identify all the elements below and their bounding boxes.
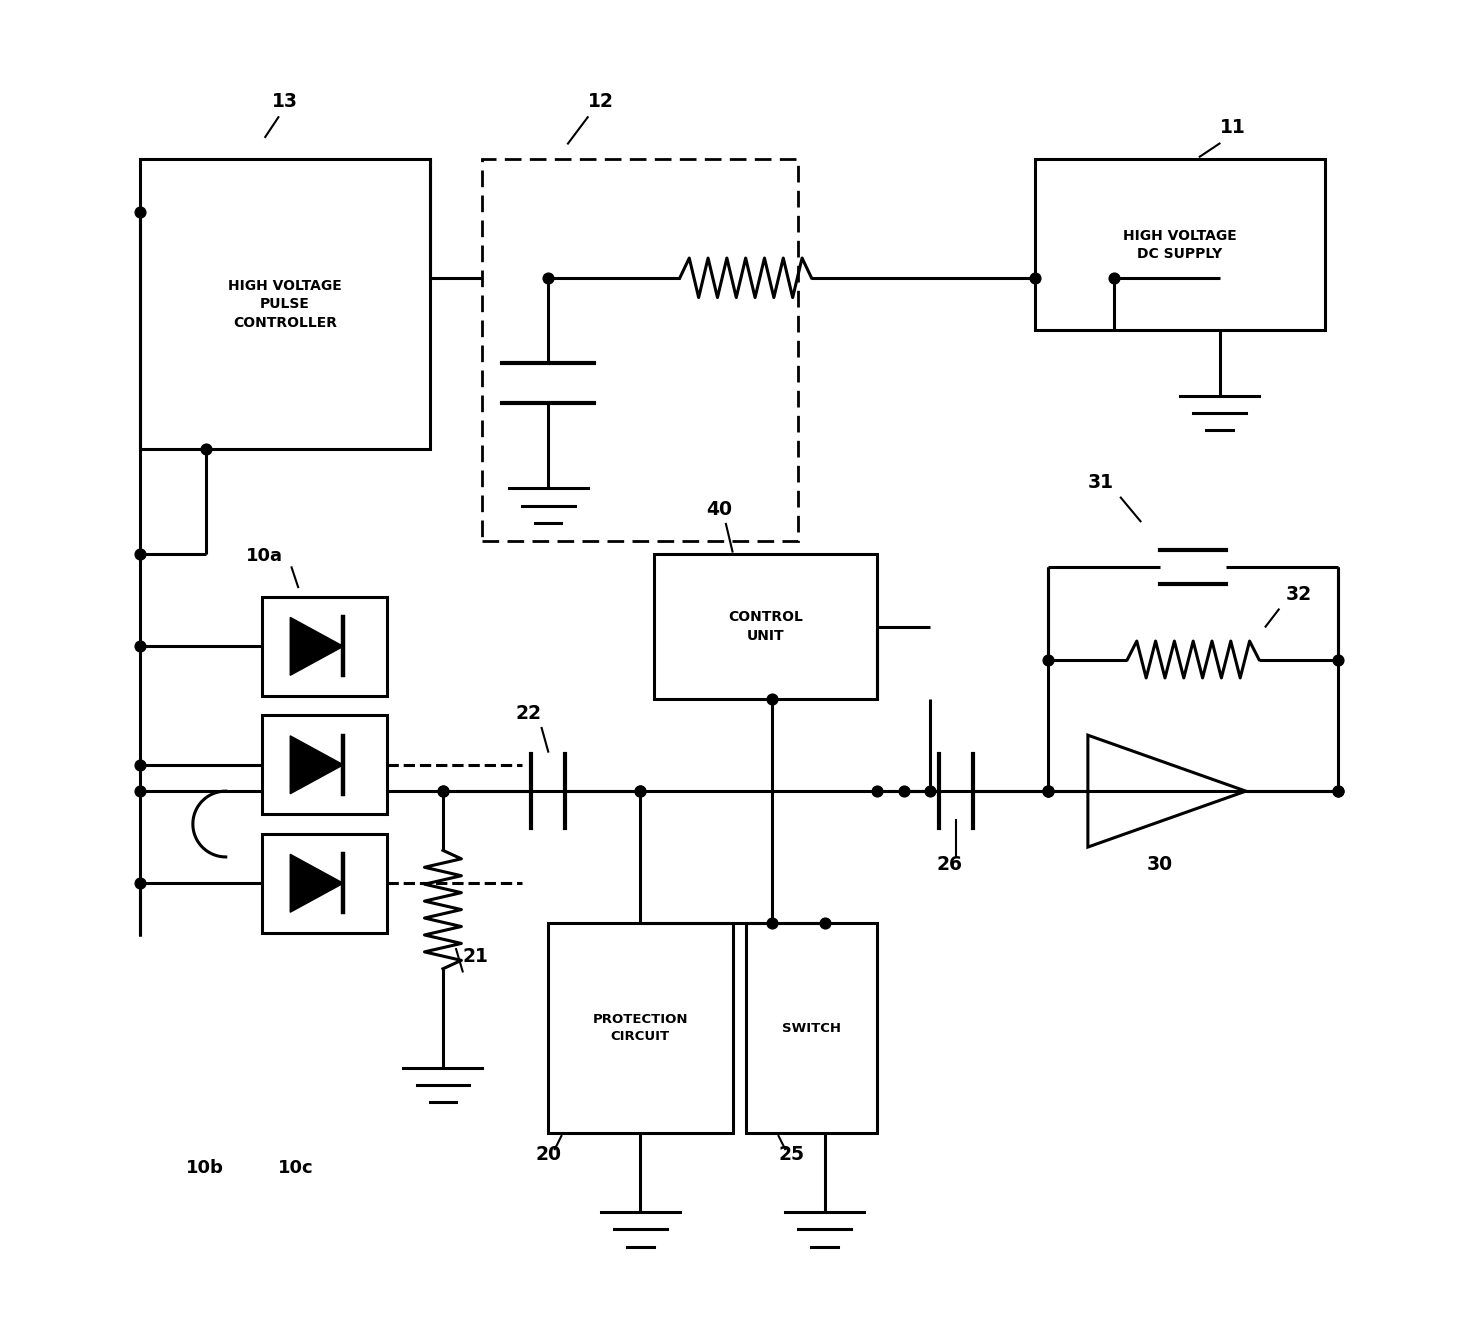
Text: 20: 20 bbox=[535, 1145, 561, 1163]
Point bbox=[1326, 781, 1349, 802]
Text: 10b: 10b bbox=[186, 1159, 224, 1177]
Point bbox=[1037, 781, 1061, 802]
Point bbox=[892, 781, 916, 802]
Point bbox=[129, 754, 152, 776]
Point bbox=[129, 202, 152, 223]
Point bbox=[1326, 781, 1349, 802]
Point bbox=[129, 873, 152, 894]
Polygon shape bbox=[290, 736, 343, 794]
Text: 10c: 10c bbox=[278, 1159, 314, 1177]
Point bbox=[1037, 781, 1061, 802]
Point bbox=[1024, 268, 1047, 289]
Point bbox=[760, 913, 784, 934]
Point bbox=[919, 781, 942, 802]
Point bbox=[1326, 649, 1349, 670]
Text: SWITCH: SWITCH bbox=[782, 1021, 841, 1034]
Polygon shape bbox=[290, 855, 343, 913]
Point bbox=[628, 781, 652, 802]
Text: 22: 22 bbox=[516, 704, 542, 723]
Text: 10a: 10a bbox=[246, 547, 283, 565]
Bar bbox=[141, 160, 429, 448]
Polygon shape bbox=[1088, 735, 1245, 847]
Bar bbox=[262, 834, 387, 933]
Point bbox=[760, 689, 784, 710]
Point bbox=[536, 268, 560, 289]
Text: PROTECTION
CIRCUIT: PROTECTION CIRCUIT bbox=[593, 1013, 689, 1043]
Text: 21: 21 bbox=[463, 947, 488, 967]
Text: 26: 26 bbox=[936, 855, 963, 874]
Text: 31: 31 bbox=[1088, 474, 1113, 492]
Point bbox=[431, 781, 454, 802]
Point bbox=[195, 438, 218, 459]
Point bbox=[1103, 268, 1127, 289]
Bar bbox=[653, 554, 878, 699]
Point bbox=[1037, 781, 1061, 802]
Bar bbox=[548, 923, 732, 1133]
Text: 30: 30 bbox=[1147, 855, 1173, 874]
Bar bbox=[262, 598, 387, 695]
Bar bbox=[746, 923, 878, 1133]
Text: CONTROL
UNIT: CONTROL UNIT bbox=[728, 611, 803, 642]
Point bbox=[628, 781, 652, 802]
Text: 11: 11 bbox=[1219, 117, 1245, 137]
Point bbox=[813, 913, 837, 934]
Bar bbox=[1036, 160, 1324, 331]
Text: 12: 12 bbox=[587, 92, 614, 111]
Text: 40: 40 bbox=[706, 500, 732, 518]
Point bbox=[129, 543, 152, 565]
Point bbox=[129, 636, 152, 657]
Bar bbox=[482, 160, 798, 541]
Point bbox=[866, 781, 889, 802]
Point bbox=[129, 781, 152, 802]
Point bbox=[431, 781, 454, 802]
Bar bbox=[262, 715, 387, 814]
Text: 25: 25 bbox=[778, 1145, 804, 1163]
Text: HIGH VOLTAGE
DC SUPPLY: HIGH VOLTAGE DC SUPPLY bbox=[1124, 228, 1236, 261]
Text: HIGH VOLTAGE
PULSE
CONTROLLER: HIGH VOLTAGE PULSE CONTROLLER bbox=[229, 278, 341, 330]
Polygon shape bbox=[290, 617, 343, 675]
Point bbox=[1037, 649, 1061, 670]
Text: 13: 13 bbox=[272, 92, 297, 111]
Text: 32: 32 bbox=[1285, 586, 1311, 604]
